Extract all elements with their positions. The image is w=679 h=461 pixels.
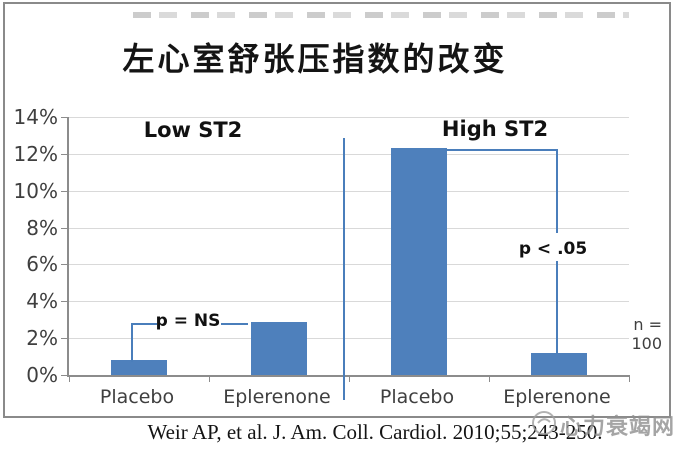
group-separator-line [343, 138, 345, 400]
p-05-bracket-vertical-upper [556, 149, 558, 233]
y-axis-label: 6% [26, 252, 58, 276]
cutoff-text-strip [133, 12, 629, 18]
p-ns-bracket-horizontal-right [221, 323, 248, 325]
y-axis-label: 0% [26, 363, 58, 387]
y-axis-tick [61, 338, 69, 339]
gridline [69, 154, 629, 155]
y-axis-label: 8% [26, 216, 58, 240]
y-axis-label: 2% [26, 326, 58, 350]
watermark: 心力衰竭网 [530, 409, 675, 441]
x-axis-label: Placebo [379, 386, 455, 408]
p-05-bracket-horizontal [445, 149, 558, 151]
x-axis-tick [69, 375, 70, 382]
gridline [69, 338, 629, 339]
y-axis-label: 12% [13, 142, 58, 166]
plot-area [67, 117, 630, 382]
y-axis-tick [61, 301, 69, 302]
gridline [69, 191, 629, 192]
p-05-label: p < .05 [518, 239, 588, 259]
y-axis-tick [61, 264, 69, 265]
x-axis-label: Eplerenone [503, 386, 611, 408]
p-ns-bracket-vertical [131, 323, 133, 362]
bar-eplerenone-low-st2 [251, 322, 307, 375]
gridline [69, 264, 629, 265]
chart-title: 左心室舒张压指数的改变 [122, 41, 508, 77]
x-axis-tick [489, 375, 490, 382]
chart-frame: 左心室舒张压指数的改变 [3, 2, 671, 418]
gridline [69, 117, 629, 118]
gridline [69, 228, 629, 229]
x-axis-label: Placebo [99, 386, 175, 408]
y-axis-tick [61, 154, 69, 155]
x-axis-tick [629, 375, 630, 382]
y-axis-label: 14% [13, 105, 58, 129]
y-axis-tick [61, 117, 69, 118]
x-axis-tick [349, 375, 350, 382]
y-axis-label: 10% [13, 179, 58, 203]
p-ns-bracket-horizontal-left [131, 323, 157, 325]
bar-placebo-high-st2 [391, 148, 447, 375]
watermark-label: 心力衰竭网 [560, 414, 676, 439]
watermark-logo-icon [530, 409, 558, 441]
y-axis-label: 4% [26, 289, 58, 313]
group-label-low-st2: Low ST2 [143, 118, 243, 142]
y-axis-tick [61, 191, 69, 192]
gridline [69, 301, 629, 302]
p-ns-label: p = NS [155, 311, 221, 331]
bar-eplerenone-high-st2 [531, 353, 587, 375]
x-axis-label: Eplerenone [223, 386, 331, 408]
group-label-high-st2: High ST2 [441, 117, 549, 141]
y-axis-tick [61, 375, 69, 376]
p-05-bracket-vertical-lower [556, 261, 558, 354]
bar-placebo-low-st2 [111, 360, 167, 375]
x-axis-tick [209, 375, 210, 382]
y-axis-tick [61, 228, 69, 229]
citation-text: Weir AP, et al. J. Am. Coll. Cardiol. 20… [147, 420, 603, 444]
sample-size-label: n = 100 [631, 315, 662, 353]
